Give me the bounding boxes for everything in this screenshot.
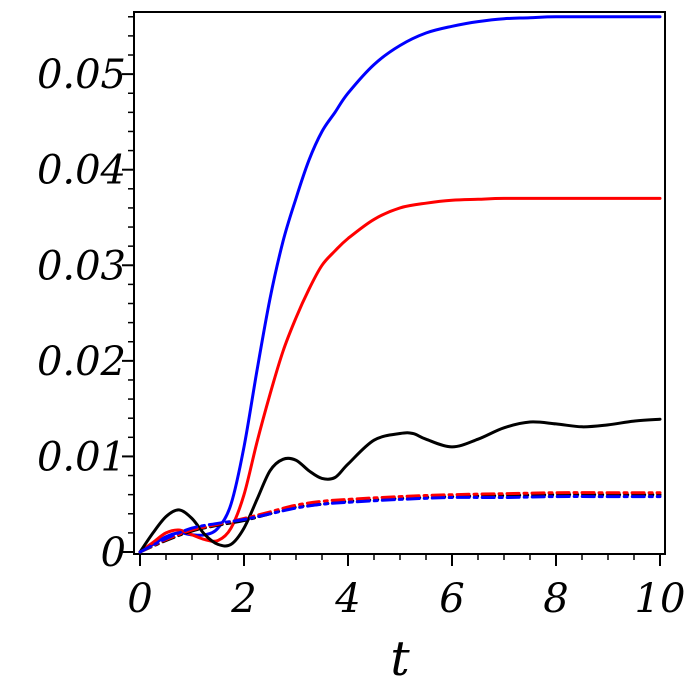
series-layer bbox=[138, 15, 662, 554]
x-tick-label: 10 bbox=[635, 576, 686, 622]
series-line-4 bbox=[138, 493, 662, 554]
x-tick-label: 8 bbox=[543, 576, 568, 622]
x-axis-title: t bbox=[390, 631, 410, 687]
y-tick-label: 0.05 bbox=[37, 52, 126, 98]
series-line-6 bbox=[138, 495, 662, 554]
x-tick-label: 4 bbox=[334, 576, 360, 622]
series-line-5 bbox=[138, 491, 662, 554]
series-line-1 bbox=[138, 15, 662, 554]
x-tick-label: 2 bbox=[230, 576, 256, 622]
series-line-3 bbox=[138, 417, 662, 554]
plot-frame bbox=[133, 11, 666, 555]
y-tick-label: 0.01 bbox=[37, 434, 126, 480]
tick-layer: 0 2 4 6 8 10 0 0.01 0.02 0.03 0.04 0.05 bbox=[37, 16, 686, 622]
x-tick-label: 6 bbox=[439, 576, 464, 622]
y-tick-label: 0 bbox=[101, 530, 126, 576]
x-tick-label: 0 bbox=[127, 576, 152, 622]
series-line-2 bbox=[138, 196, 662, 554]
y-tick-label: 0.04 bbox=[37, 148, 126, 194]
y-tick-label: 0.03 bbox=[37, 243, 126, 289]
y-tick-label: 0.02 bbox=[37, 339, 126, 385]
